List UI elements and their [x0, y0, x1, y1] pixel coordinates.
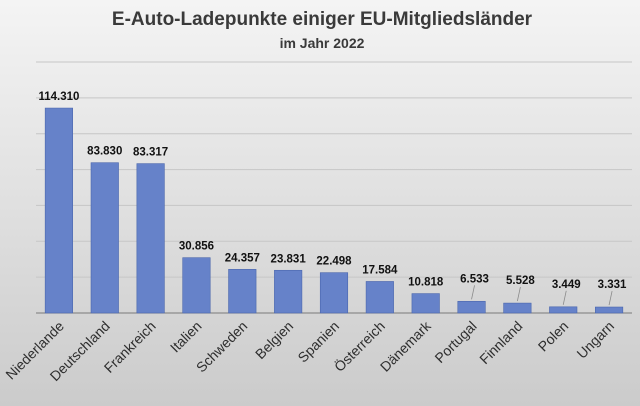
- category-label: Polen: [535, 318, 572, 355]
- bar: [182, 257, 211, 314]
- bar: [319, 272, 349, 314]
- data-label: 22.498: [316, 256, 352, 268]
- data-label: 30.856: [179, 241, 214, 253]
- data-label: 6.533: [460, 273, 489, 285]
- category-label: Finnland: [476, 318, 525, 367]
- data-label: 24.357: [225, 252, 260, 264]
- bar: [90, 162, 119, 314]
- bar: [228, 269, 257, 314]
- data-label: 3.331: [598, 279, 627, 291]
- bars: [44, 107, 624, 314]
- bar: [457, 300, 486, 314]
- bar: [274, 269, 303, 314]
- data-label-leader: [608, 290, 613, 306]
- bar: [365, 281, 394, 314]
- bar: [595, 306, 624, 314]
- chart-title: E-Auto-Ladepunkte einiger EU-Mitgliedslä…: [112, 9, 533, 30]
- bar: [136, 163, 165, 314]
- chart-subtitle: im Jahr 2022: [280, 35, 365, 51]
- category-label: Ungarn: [573, 318, 617, 362]
- data-labels: 114.310 83.830 83.317 30.856 24.357 23.831 22.…: [38, 91, 627, 306]
- data-label: 23.831: [271, 253, 307, 265]
- data-label-leader: [516, 287, 521, 302]
- category-label: Portugal: [431, 318, 479, 366]
- gridlines: [36, 61, 632, 314]
- category-label: Dänemark: [377, 317, 435, 375]
- data-label: 10.818: [408, 277, 444, 289]
- data-label: 83.830: [87, 146, 122, 158]
- category-label: Belgien: [252, 318, 296, 362]
- bar: [503, 302, 532, 314]
- data-label: 83.317: [133, 147, 168, 159]
- bar: [411, 293, 440, 314]
- data-label: 17.584: [362, 264, 398, 276]
- data-label-leader: [562, 290, 567, 305]
- data-label: 3.449: [552, 279, 581, 291]
- data-label: 5.528: [506, 275, 535, 287]
- data-label: 114.310: [38, 91, 79, 103]
- category-label: Italien: [167, 318, 205, 356]
- bar: [44, 107, 73, 314]
- bar: [549, 306, 578, 314]
- data-label-leader: [471, 285, 475, 300]
